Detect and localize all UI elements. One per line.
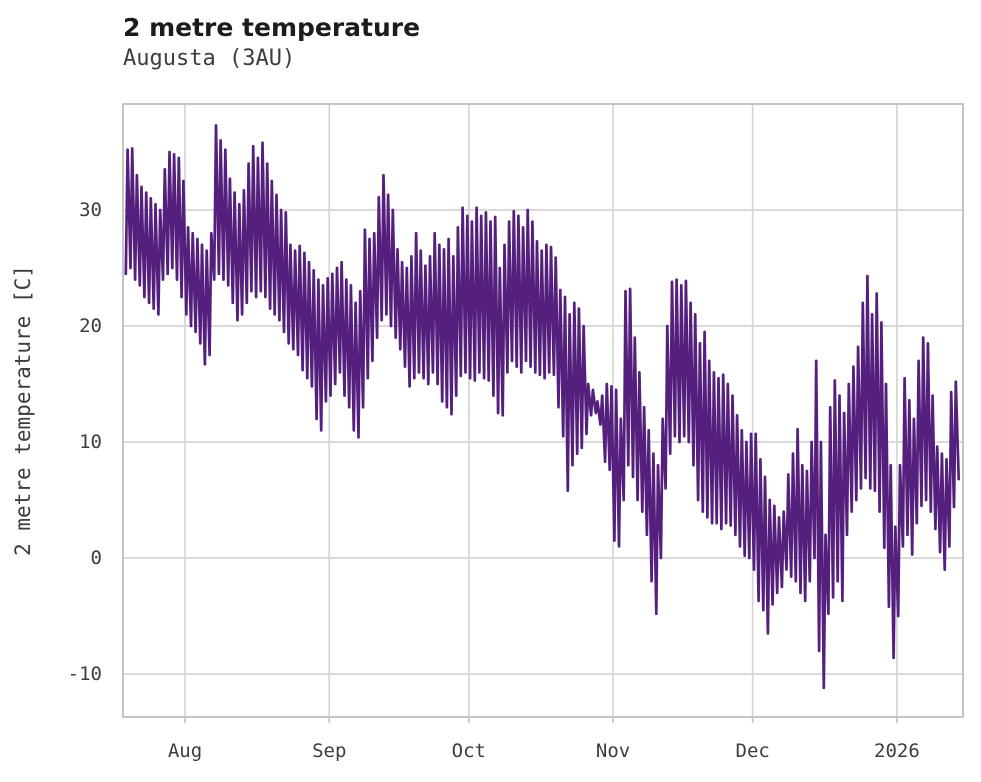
page-title: 2 metre temperature bbox=[123, 13, 421, 42]
x-tick-label: Nov bbox=[596, 740, 630, 762]
x-tick-label: 2026 bbox=[874, 740, 920, 762]
y-tick-label: 30 bbox=[79, 199, 102, 221]
x-tick-label: Dec bbox=[736, 740, 770, 762]
x-tick-label: Sep bbox=[312, 740, 346, 762]
x-tick-label: Oct bbox=[452, 740, 486, 762]
y-tick-label: -10 bbox=[68, 663, 102, 685]
y-tick-label: 0 bbox=[91, 547, 102, 569]
y-axis-label: 2 metre temperature [C] bbox=[11, 265, 35, 556]
plot-border bbox=[122, 103, 964, 718]
chart-header: 2 metre temperature Augusta (3AU) bbox=[123, 13, 421, 72]
y-tick-label: 20 bbox=[79, 315, 102, 337]
temperature-line bbox=[124, 123, 961, 690]
y-tick-label: 10 bbox=[79, 431, 102, 453]
page-subtitle: Augusta (3AU) bbox=[123, 45, 296, 71]
x-tick-label: Aug bbox=[168, 740, 202, 762]
